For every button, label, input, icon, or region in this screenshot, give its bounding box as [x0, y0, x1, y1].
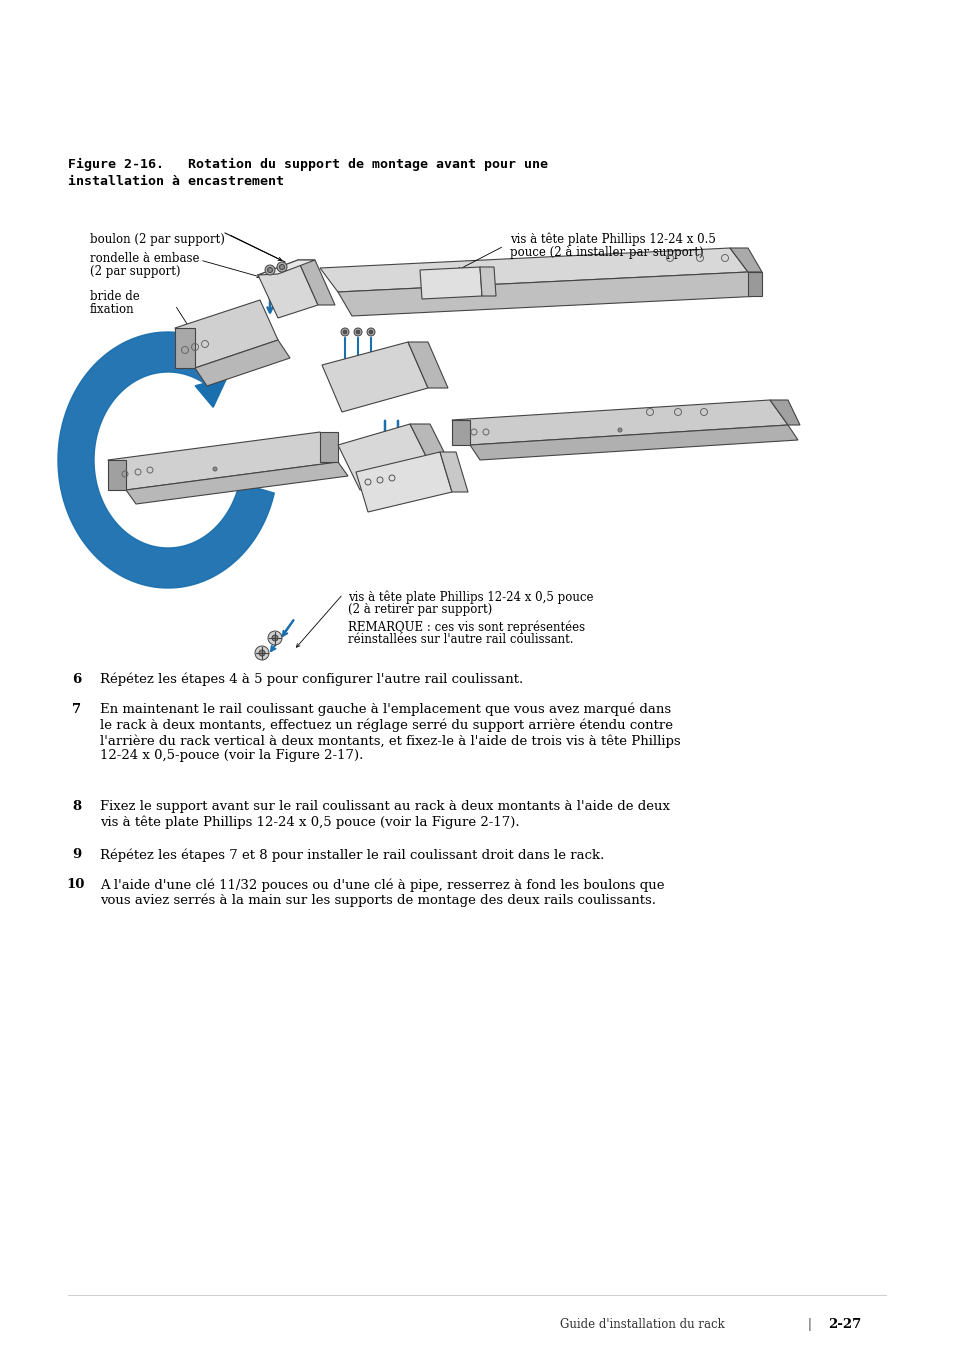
- Polygon shape: [729, 249, 761, 272]
- Text: 7: 7: [71, 703, 81, 716]
- Polygon shape: [257, 259, 317, 317]
- Text: l'arrière du rack vertical à deux montants, et fixez-le à l'aide de trois vis à : l'arrière du rack vertical à deux montan…: [100, 734, 679, 747]
- Polygon shape: [319, 249, 747, 292]
- Text: Répétez les étapes 4 à 5 pour configurer l'autre rail coulissant.: Répétez les étapes 4 à 5 pour configurer…: [100, 673, 522, 686]
- Polygon shape: [126, 462, 348, 504]
- Polygon shape: [297, 259, 335, 305]
- Circle shape: [343, 330, 347, 334]
- Polygon shape: [337, 424, 432, 490]
- Circle shape: [618, 428, 621, 432]
- Circle shape: [268, 631, 282, 644]
- Text: (2 par support): (2 par support): [90, 265, 180, 278]
- Text: 6: 6: [71, 673, 81, 686]
- Text: rondelle à embase: rondelle à embase: [90, 253, 199, 265]
- Text: vis à tête plate Phillips 12-24 x 0.5: vis à tête plate Phillips 12-24 x 0.5: [510, 232, 715, 246]
- Polygon shape: [452, 400, 787, 444]
- Circle shape: [355, 330, 359, 334]
- Polygon shape: [747, 272, 761, 296]
- Text: 9: 9: [71, 848, 81, 861]
- Polygon shape: [479, 267, 496, 296]
- Polygon shape: [174, 300, 277, 367]
- Polygon shape: [108, 459, 126, 490]
- Text: bride de: bride de: [90, 290, 139, 303]
- Circle shape: [354, 328, 361, 336]
- Circle shape: [340, 328, 349, 336]
- Circle shape: [367, 328, 375, 336]
- Polygon shape: [194, 340, 290, 386]
- Circle shape: [279, 265, 284, 269]
- Text: Répétez les étapes 7 et 8 pour installer le rail coulissant droit dans le rack.: Répétez les étapes 7 et 8 pour installer…: [100, 848, 604, 862]
- Text: Guide d'installation du rack: Guide d'installation du rack: [559, 1319, 724, 1331]
- Polygon shape: [257, 259, 314, 276]
- Text: 2-27: 2-27: [827, 1319, 861, 1331]
- Circle shape: [267, 267, 273, 273]
- Text: réinstallées sur l'autre rail coulissant.: réinstallées sur l'autre rail coulissant…: [348, 634, 573, 646]
- Polygon shape: [108, 432, 337, 490]
- Polygon shape: [408, 342, 448, 388]
- Text: boulon (2 par support): boulon (2 par support): [90, 232, 225, 246]
- Text: |: |: [807, 1319, 811, 1331]
- Polygon shape: [319, 432, 337, 462]
- Polygon shape: [322, 342, 428, 412]
- Circle shape: [258, 650, 265, 657]
- Text: 12-24 x 0,5-pouce (voir la Figure 2-17).: 12-24 x 0,5-pouce (voir la Figure 2-17).: [100, 750, 363, 762]
- Polygon shape: [355, 453, 452, 512]
- Text: vous aviez serrés à la main sur les supports de montage des deux rails coulissan: vous aviez serrés à la main sur les supp…: [100, 893, 656, 907]
- Circle shape: [213, 467, 216, 471]
- Text: 8: 8: [71, 800, 81, 813]
- Text: REMARQUE : ces vis sont représentées: REMARQUE : ces vis sont représentées: [348, 620, 584, 634]
- Polygon shape: [419, 267, 481, 299]
- Polygon shape: [470, 426, 797, 459]
- Polygon shape: [410, 424, 452, 467]
- Polygon shape: [337, 272, 761, 316]
- Text: installation à encastrement: installation à encastrement: [68, 176, 284, 188]
- Text: (2 à retirer par support): (2 à retirer par support): [348, 603, 492, 616]
- Circle shape: [265, 265, 274, 276]
- Polygon shape: [174, 328, 194, 367]
- Text: 10: 10: [66, 878, 84, 892]
- Text: Fixez le support avant sur le rail coulissant au rack à deux montants à l'aide d: Fixez le support avant sur le rail couli…: [100, 800, 669, 813]
- Text: A l'aide d'une clé 11/32 pouces ou d'une clé à pipe, resserrez à fond les boulon: A l'aide d'une clé 11/32 pouces ou d'une…: [100, 878, 664, 892]
- Polygon shape: [439, 453, 468, 492]
- Circle shape: [369, 330, 373, 334]
- Circle shape: [276, 262, 287, 272]
- Text: fixation: fixation: [90, 303, 134, 316]
- Circle shape: [272, 635, 277, 640]
- Text: pouce (2 à installer par support): pouce (2 à installer par support): [510, 246, 703, 259]
- Polygon shape: [58, 332, 274, 588]
- Text: En maintenant le rail coulissant gauche à l'emplacement que vous avez marqué dan: En maintenant le rail coulissant gauche …: [100, 703, 670, 716]
- Text: Figure 2-16.   Rotation du support de montage avant pour une: Figure 2-16. Rotation du support de mont…: [68, 158, 547, 172]
- Polygon shape: [769, 400, 800, 426]
- Text: le rack à deux montants, effectuez un réglage serré du support arrière étendu co: le rack à deux montants, effectuez un ré…: [100, 719, 672, 732]
- Circle shape: [254, 646, 269, 661]
- Polygon shape: [195, 377, 227, 407]
- Text: vis à tête plate Phillips 12-24 x 0,5 pouce (voir la Figure 2-17).: vis à tête plate Phillips 12-24 x 0,5 po…: [100, 816, 519, 830]
- Polygon shape: [452, 420, 470, 444]
- Text: vis à tête plate Phillips 12-24 x 0,5 pouce: vis à tête plate Phillips 12-24 x 0,5 po…: [348, 590, 593, 604]
